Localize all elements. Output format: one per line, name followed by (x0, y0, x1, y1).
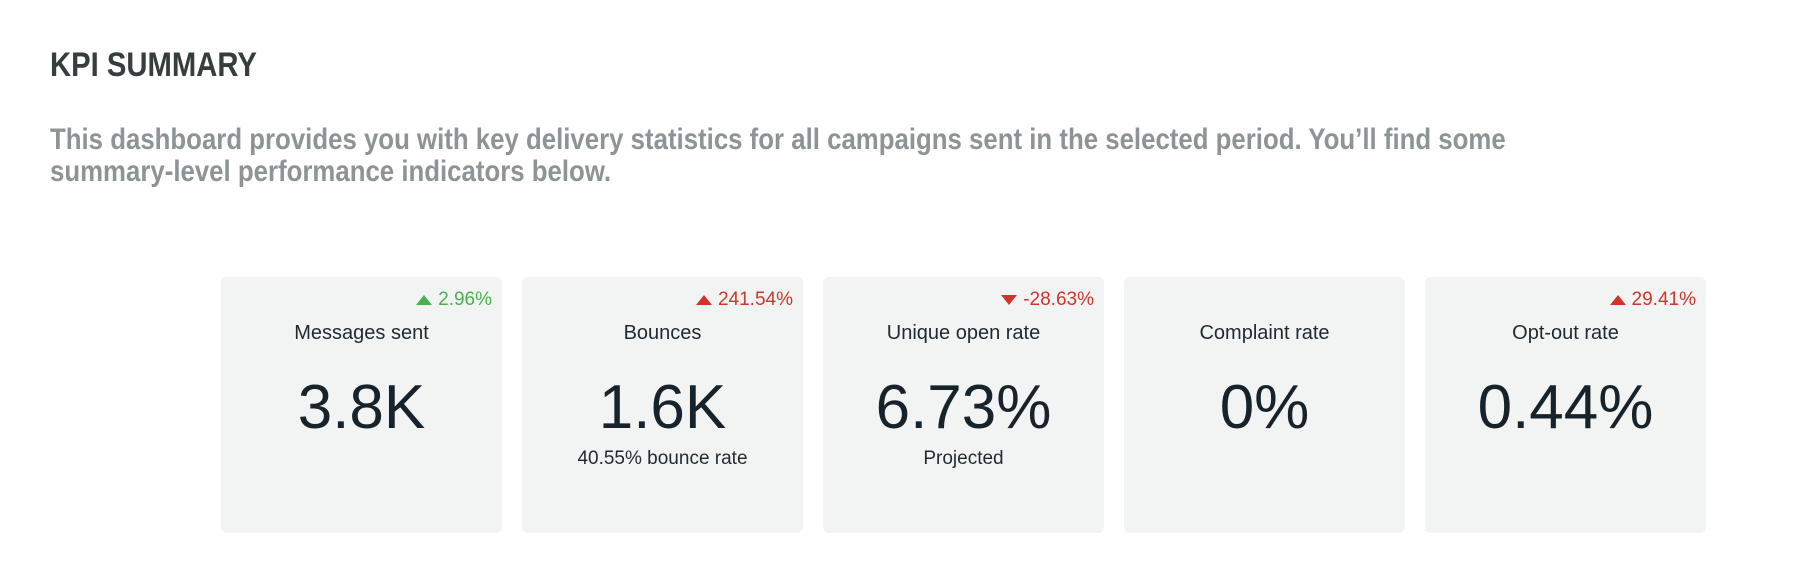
kpi-value: 1.6K (598, 373, 727, 442)
change-value: -28.63% (1023, 289, 1094, 310)
change-value: 2.96% (438, 289, 492, 310)
triangle-down-icon (1001, 295, 1018, 305)
kpi-label: Messages sent (294, 322, 429, 344)
triangle-up-icon (1609, 295, 1626, 305)
kpi-card-unique-open-rate: -28.63% Unique open rate 6.73% Projected (823, 277, 1104, 533)
triangle-up-icon (695, 295, 712, 305)
kpi-card-complaint-rate: Complaint rate 0% (1124, 277, 1405, 533)
kpi-subtext: 40.55% bounce rate (577, 448, 748, 469)
change-indicator: 2.96% (416, 289, 492, 311)
kpi-label: Bounces (623, 322, 702, 344)
change-indicator: -28.63% (1001, 289, 1094, 311)
kpi-label: Unique open rate (886, 322, 1041, 344)
page-title: KPI SUMMARY (50, 46, 257, 84)
kpi-value: 6.73% (875, 373, 1052, 442)
kpi-value: 0% (1219, 373, 1310, 442)
change-value: 29.41% (1631, 289, 1696, 310)
change-indicator: 29.41% (1609, 289, 1696, 311)
change-indicator: 241.54% (695, 289, 793, 311)
kpi-label: Complaint rate (1199, 322, 1330, 344)
kpi-card-messages-sent: 2.96% Messages sent 3.8K (221, 277, 502, 533)
kpi-card-opt-out-rate: 29.41% Opt-out rate 0.44% (1425, 277, 1706, 533)
kpi-label: Opt-out rate (1512, 322, 1619, 344)
kpi-value: 0.44% (1477, 373, 1654, 442)
kpi-card-bounces: 241.54% Bounces 1.6K 40.55% bounce rate (522, 277, 803, 533)
kpi-value: 3.8K (297, 373, 426, 442)
page-description: This dashboard provides you with key del… (50, 123, 1506, 188)
change-value: 241.54% (717, 289, 793, 310)
kpi-subtext: Projected (923, 448, 1004, 469)
kpi-card-row: 2.96% Messages sent 3.8K 241.54% Bounces… (221, 277, 1706, 533)
triangle-up-icon (416, 295, 433, 305)
